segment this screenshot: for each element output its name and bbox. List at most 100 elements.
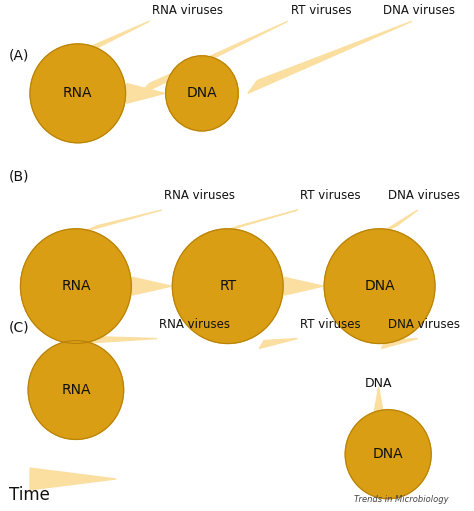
Circle shape: [64, 80, 91, 107]
Polygon shape: [81, 337, 157, 343]
Circle shape: [70, 280, 82, 292]
Circle shape: [67, 276, 85, 296]
Circle shape: [75, 90, 81, 96]
Circle shape: [52, 365, 100, 415]
Circle shape: [34, 346, 118, 434]
Text: DNA viruses: DNA viruses: [388, 318, 460, 331]
Circle shape: [57, 267, 94, 305]
Circle shape: [376, 283, 383, 289]
Circle shape: [36, 349, 116, 431]
Text: RT viruses: RT viruses: [301, 189, 361, 202]
Circle shape: [55, 264, 98, 309]
Text: DNA viruses: DNA viruses: [388, 189, 460, 202]
Circle shape: [379, 445, 398, 464]
Circle shape: [47, 360, 105, 420]
Circle shape: [49, 63, 107, 124]
Circle shape: [221, 280, 234, 292]
Circle shape: [31, 343, 121, 437]
Circle shape: [192, 83, 212, 104]
Circle shape: [364, 270, 395, 302]
Text: RNA: RNA: [61, 279, 91, 293]
Circle shape: [67, 82, 89, 104]
Polygon shape: [259, 339, 298, 349]
Circle shape: [62, 77, 94, 110]
Circle shape: [374, 280, 386, 292]
Text: RT: RT: [219, 279, 237, 293]
Circle shape: [36, 50, 120, 137]
Circle shape: [39, 248, 113, 324]
Polygon shape: [380, 409, 397, 446]
Text: DNA: DNA: [373, 447, 403, 461]
Circle shape: [179, 235, 277, 337]
Circle shape: [165, 56, 238, 131]
Circle shape: [27, 235, 125, 337]
Polygon shape: [383, 210, 418, 232]
Polygon shape: [137, 21, 288, 97]
Circle shape: [327, 232, 432, 340]
Polygon shape: [223, 210, 298, 232]
Polygon shape: [132, 277, 172, 295]
Circle shape: [182, 238, 274, 334]
Text: (C): (C): [9, 321, 30, 335]
Circle shape: [376, 442, 400, 467]
Circle shape: [349, 254, 410, 318]
Circle shape: [49, 362, 102, 417]
Circle shape: [28, 340, 124, 439]
Text: DNA: DNA: [365, 279, 395, 293]
Circle shape: [46, 60, 109, 126]
Circle shape: [51, 66, 104, 121]
Circle shape: [184, 75, 220, 112]
Text: RNA: RNA: [63, 86, 92, 100]
Circle shape: [64, 273, 88, 299]
Polygon shape: [382, 339, 418, 349]
Circle shape: [172, 62, 232, 125]
Circle shape: [44, 357, 108, 423]
Circle shape: [337, 242, 423, 331]
Circle shape: [170, 60, 234, 127]
Circle shape: [33, 242, 119, 331]
Circle shape: [61, 270, 91, 302]
Circle shape: [347, 412, 429, 496]
Circle shape: [212, 270, 243, 302]
Circle shape: [206, 264, 249, 309]
Circle shape: [333, 238, 426, 334]
Circle shape: [365, 430, 412, 479]
Circle shape: [357, 422, 419, 486]
Circle shape: [343, 248, 417, 324]
Text: DNA viruses: DNA viruses: [383, 4, 456, 17]
Circle shape: [352, 417, 424, 491]
Text: RNA viruses: RNA viruses: [159, 318, 230, 331]
Circle shape: [33, 47, 123, 140]
Text: RT viruses: RT viruses: [301, 318, 361, 331]
Circle shape: [194, 85, 210, 102]
Circle shape: [362, 427, 414, 481]
Circle shape: [173, 229, 283, 343]
Circle shape: [210, 267, 246, 305]
Circle shape: [51, 261, 100, 312]
Circle shape: [57, 371, 94, 409]
Circle shape: [383, 449, 393, 459]
Circle shape: [346, 251, 413, 321]
Circle shape: [374, 439, 402, 469]
Circle shape: [39, 352, 113, 428]
Circle shape: [70, 85, 86, 102]
Text: Time: Time: [9, 485, 50, 504]
Polygon shape: [284, 277, 323, 295]
Circle shape: [188, 79, 216, 108]
Circle shape: [355, 261, 404, 312]
Text: DNA: DNA: [365, 377, 392, 390]
Text: RNA viruses: RNA viruses: [152, 4, 223, 17]
Circle shape: [68, 382, 84, 398]
Circle shape: [339, 245, 419, 328]
Circle shape: [38, 52, 118, 134]
Circle shape: [20, 229, 131, 343]
Circle shape: [324, 229, 435, 343]
Text: (B): (B): [9, 170, 29, 183]
Circle shape: [225, 283, 231, 289]
Circle shape: [369, 434, 407, 474]
Circle shape: [43, 58, 112, 129]
Circle shape: [370, 276, 389, 296]
Circle shape: [381, 447, 395, 461]
Circle shape: [215, 273, 240, 299]
Circle shape: [355, 420, 421, 489]
